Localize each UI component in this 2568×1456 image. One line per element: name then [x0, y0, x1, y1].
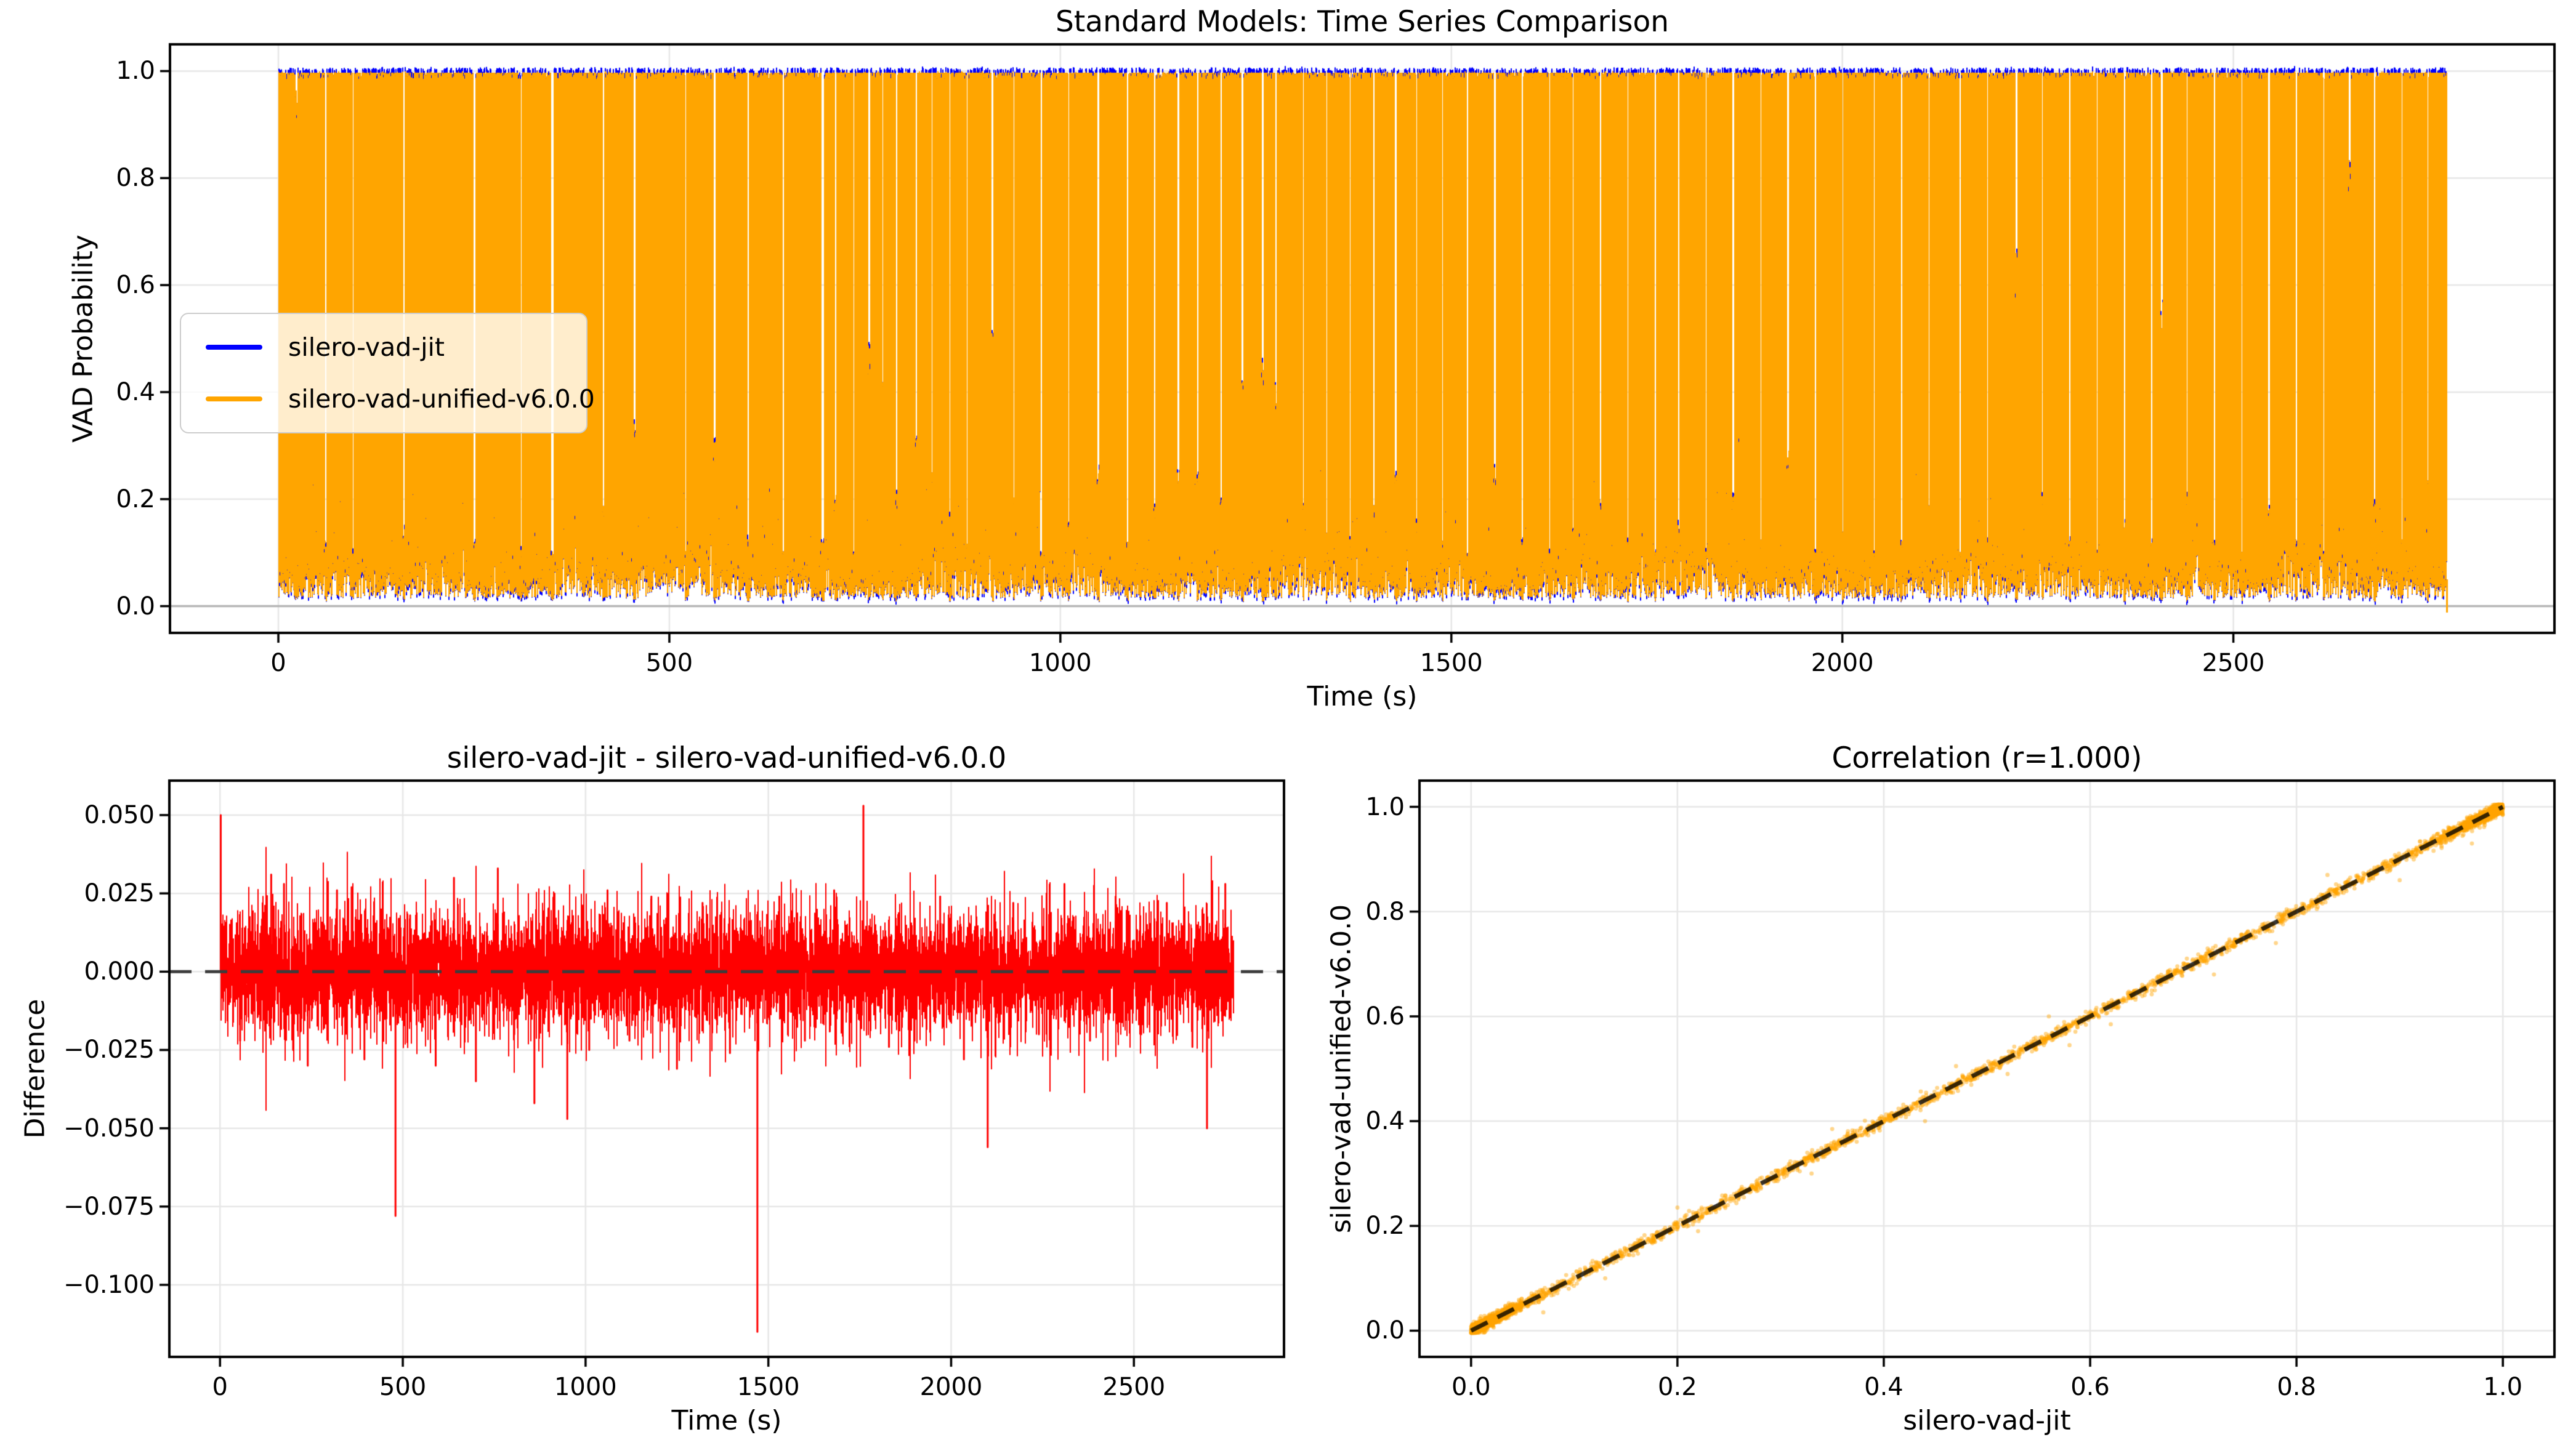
legend-label: silero-vad-unified-v6.0.0 [288, 384, 595, 414]
x-tick-label: 2000 [1811, 649, 1874, 677]
blue-line-sample-icon [206, 345, 262, 350]
x-tick-label: 0 [270, 649, 286, 677]
x-tick-label: 1500 [737, 1373, 800, 1401]
x-tick-label: 1000 [554, 1373, 617, 1401]
y-tick-label: 0.2 [1365, 1212, 1405, 1241]
y-tick-label: −0.100 [63, 1271, 155, 1299]
difference-yaxis-label: Difference [19, 999, 51, 1139]
y-tick-label: 0.000 [84, 957, 155, 986]
x-tick-label: 500 [379, 1373, 427, 1401]
y-tick-label: 0.8 [116, 164, 155, 193]
y-tick-label: 0.8 [1365, 897, 1405, 926]
y-tick-label: 0.6 [1365, 1002, 1405, 1031]
y-tick-label: −0.025 [63, 1036, 155, 1064]
correlation-xaxis-label: silero-vad-jit [1903, 1405, 2071, 1436]
x-tick-label: 0.4 [1864, 1373, 1904, 1401]
y-tick-label: 0.0 [1365, 1316, 1405, 1345]
y-tick-label: 1.0 [116, 57, 155, 86]
timeseries-xaxis-label: Time (s) [1307, 681, 1418, 712]
y-tick-label: 0.2 [116, 485, 155, 513]
x-tick-label: 2000 [919, 1373, 983, 1401]
x-tick-label: 1500 [1419, 649, 1483, 677]
y-tick-label: −0.050 [63, 1114, 155, 1143]
legend-row-silero-vad-jit: silero-vad-jit [206, 332, 562, 362]
x-tick-label: 500 [645, 649, 693, 677]
difference-title: silero-vad-jit - silero-vad-unified-v6.0… [446, 741, 1007, 775]
x-tick-label: 0 [212, 1373, 228, 1401]
correlation-title: Correlation (r=1.000) [1831, 741, 2142, 775]
legend-label: silero-vad-jit [288, 332, 445, 362]
y-tick-label: 0.025 [84, 879, 155, 908]
x-tick-label: 1000 [1028, 649, 1092, 677]
x-tick-label: 2500 [1102, 1373, 1166, 1401]
x-tick-label: 1.0 [2483, 1373, 2523, 1401]
x-tick-label: 2500 [2202, 649, 2265, 677]
x-tick-label: 0.2 [1658, 1373, 1697, 1401]
y-tick-label: −0.075 [63, 1192, 155, 1221]
x-tick-label: 0.8 [2277, 1373, 2316, 1401]
timeseries-yaxis-label: VAD Probability [67, 235, 99, 443]
y-tick-label: 0.4 [1365, 1107, 1405, 1136]
x-tick-label: 0.0 [1451, 1373, 1491, 1401]
legend: silero-vad-jit silero-vad-unified-v6.0.0 [180, 313, 595, 433]
y-tick-label: 1.0 [1365, 792, 1405, 821]
orange-line-sample-icon [206, 396, 262, 401]
timeseries-title: Standard Models: Time Series Comparison [1056, 5, 1669, 39]
y-tick-label: 0.0 [116, 592, 155, 621]
y-tick-label: 0.4 [116, 377, 155, 406]
y-tick-label: 0.050 [84, 800, 155, 829]
y-tick-label: 0.6 [116, 271, 155, 300]
difference-xaxis-label: Time (s) [671, 1405, 782, 1436]
legend-row-silero-vad-unified: silero-vad-unified-v6.0.0 [206, 384, 595, 414]
x-tick-label: 0.6 [2070, 1373, 2110, 1401]
correlation-yaxis-label: silero-vad-unified-v6.0.0 [1325, 904, 1357, 1234]
